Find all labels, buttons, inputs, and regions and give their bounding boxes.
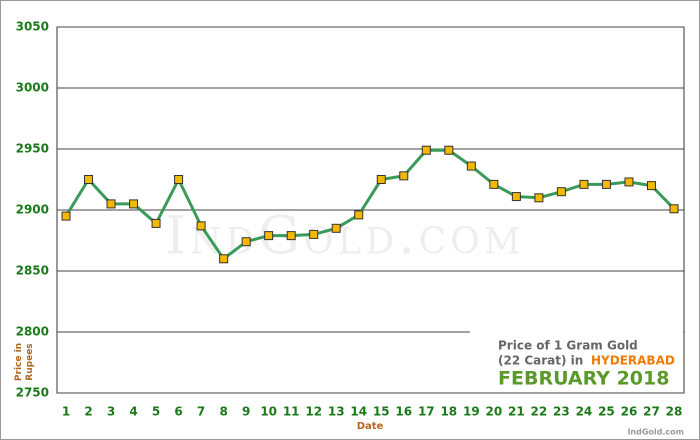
x-tick-label: 10 — [260, 405, 277, 419]
data-point — [466, 161, 476, 171]
x-tick-label: 26 — [621, 405, 638, 419]
x-tick-label: 17 — [418, 405, 435, 419]
data-point — [331, 223, 341, 233]
data-point — [174, 175, 184, 184]
data-point — [196, 221, 206, 231]
data-point — [309, 229, 319, 239]
data-point — [556, 187, 566, 197]
data-point — [129, 199, 139, 209]
data-point — [286, 231, 296, 241]
series-line — [64, 148, 676, 261]
data-point — [534, 193, 544, 203]
x-tick-label: 20 — [486, 405, 503, 419]
x-tick-label: 8 — [219, 405, 227, 419]
y-tick-label: 2900 — [16, 203, 49, 217]
x-tick-label: 7 — [197, 405, 205, 419]
data-point — [219, 254, 229, 264]
data-point — [444, 145, 454, 155]
x-tick-label: 25 — [598, 405, 615, 419]
data-point — [241, 237, 251, 247]
data-point — [646, 181, 656, 191]
data-point — [624, 177, 634, 187]
legend-subtitle: (22 Carat) in — [498, 354, 583, 368]
source: IndGold.com — [627, 428, 684, 437]
data-point — [511, 192, 521, 202]
data-point — [151, 218, 161, 228]
y-tick-label: 3000 — [16, 81, 49, 95]
x-tick-label: 12 — [305, 405, 322, 419]
x-tick-label: 16 — [395, 405, 412, 419]
data-point — [399, 171, 409, 181]
x-tick-label: 6 — [174, 405, 182, 419]
x-axis-label: Date — [357, 421, 384, 432]
x-tick-label: 18 — [440, 405, 457, 419]
x-tick-label: 24 — [576, 405, 593, 419]
data-point — [84, 175, 94, 184]
legend-period: FEBRUARY 2018 — [498, 368, 669, 390]
data-point — [264, 231, 274, 241]
legend-title: Price of 1 Gram Gold — [498, 339, 638, 353]
y-tick-label: 2850 — [16, 264, 49, 278]
data-point — [106, 199, 116, 209]
legend-box — [470, 330, 683, 392]
x-tick-label: 9 — [242, 405, 250, 419]
x-tick-label: 2 — [84, 405, 92, 419]
y-tick-label: 2800 — [16, 325, 49, 339]
x-tick-label: 14 — [350, 405, 367, 419]
data-point — [376, 175, 386, 184]
y-tick-label: 3050 — [16, 20, 49, 34]
data-point — [421, 145, 431, 155]
x-tick-label: 15 — [373, 405, 390, 419]
legend-city: HYDERABAD — [591, 354, 675, 368]
x-tick-label: 4 — [129, 405, 137, 419]
data-point — [601, 179, 611, 189]
data-point — [354, 210, 364, 220]
data-point — [669, 204, 679, 214]
data-point — [579, 179, 589, 189]
data-point — [61, 211, 71, 221]
x-tick-label: 19 — [463, 405, 480, 419]
x-tick-label: 3 — [107, 405, 115, 419]
y-axis-label: Price in Rupees — [14, 342, 35, 382]
x-tick-label: 11 — [283, 405, 300, 419]
y-axis-label-box: Price in Rupees — [14, 342, 35, 382]
y-tick-label: 2950 — [16, 142, 49, 156]
y-tick-label: 2750 — [16, 386, 49, 400]
x-tick-label: 22 — [531, 405, 548, 419]
x-tick-label: 28 — [666, 405, 683, 419]
x-tick-label: 5 — [152, 405, 160, 419]
data-point — [489, 179, 499, 189]
x-tick-label: 27 — [643, 405, 660, 419]
x-tick-label: 21 — [508, 405, 525, 419]
x-tick-label: 13 — [328, 405, 345, 419]
x-tick-label: 23 — [553, 405, 570, 419]
x-tick-label: 1 — [62, 405, 70, 419]
